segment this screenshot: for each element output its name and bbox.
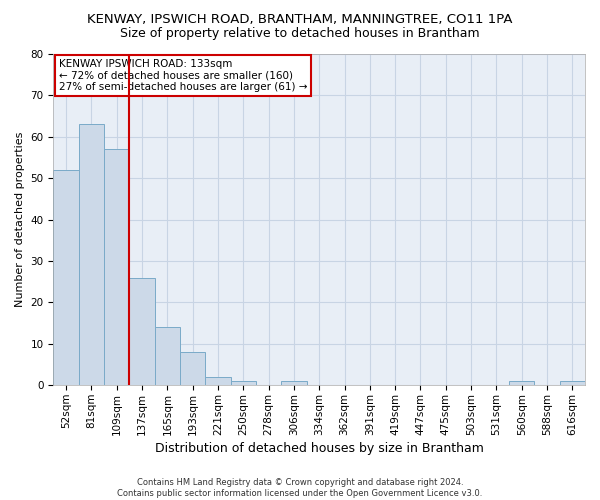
Bar [560, 381, 585, 386]
Bar [205, 377, 230, 386]
Bar [509, 381, 535, 386]
Text: Size of property relative to detached houses in Brantham: Size of property relative to detached ho… [120, 28, 480, 40]
Bar [104, 149, 130, 386]
Bar [180, 352, 205, 386]
Text: KENWAY IPSWICH ROAD: 133sqm
← 72% of detached houses are smaller (160)
27% of se: KENWAY IPSWICH ROAD: 133sqm ← 72% of det… [59, 59, 307, 92]
Bar [79, 124, 104, 386]
Text: Contains HM Land Registry data © Crown copyright and database right 2024.
Contai: Contains HM Land Registry data © Crown c… [118, 478, 482, 498]
Bar [155, 328, 180, 386]
X-axis label: Distribution of detached houses by size in Brantham: Distribution of detached houses by size … [155, 442, 484, 455]
Bar [230, 381, 256, 386]
Bar [130, 278, 155, 386]
Y-axis label: Number of detached properties: Number of detached properties [15, 132, 25, 308]
Bar [53, 170, 79, 386]
Bar [281, 381, 307, 386]
Text: KENWAY, IPSWICH ROAD, BRANTHAM, MANNINGTREE, CO11 1PA: KENWAY, IPSWICH ROAD, BRANTHAM, MANNINGT… [87, 12, 513, 26]
